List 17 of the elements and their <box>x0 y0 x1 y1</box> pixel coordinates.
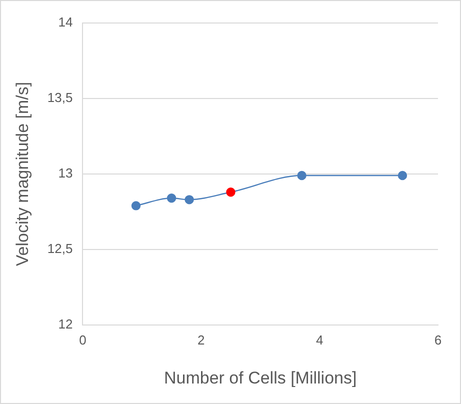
x-tick-label: 2 <box>198 332 205 348</box>
y-tick-label: 14 <box>58 14 73 30</box>
x-tick-label: 0 <box>79 332 86 348</box>
y-tick-label: 13 <box>58 166 73 181</box>
point <box>166 194 176 203</box>
y-tick-label: 13,5 <box>47 90 73 106</box>
x-axis-title: Number of Cells [Millions] <box>164 368 357 388</box>
x-tick-label: 6 <box>434 332 442 348</box>
point <box>131 201 141 210</box>
point <box>184 195 194 204</box>
y-tick-label: 12 <box>58 316 73 332</box>
point <box>398 170 408 180</box>
point <box>226 188 236 197</box>
point <box>297 170 306 180</box>
y-tick-label: 12,5 <box>47 241 73 256</box>
x-tick-label: 4 <box>316 332 324 348</box>
y-axis-title: Velocity magnitude [m/s] <box>12 82 32 266</box>
